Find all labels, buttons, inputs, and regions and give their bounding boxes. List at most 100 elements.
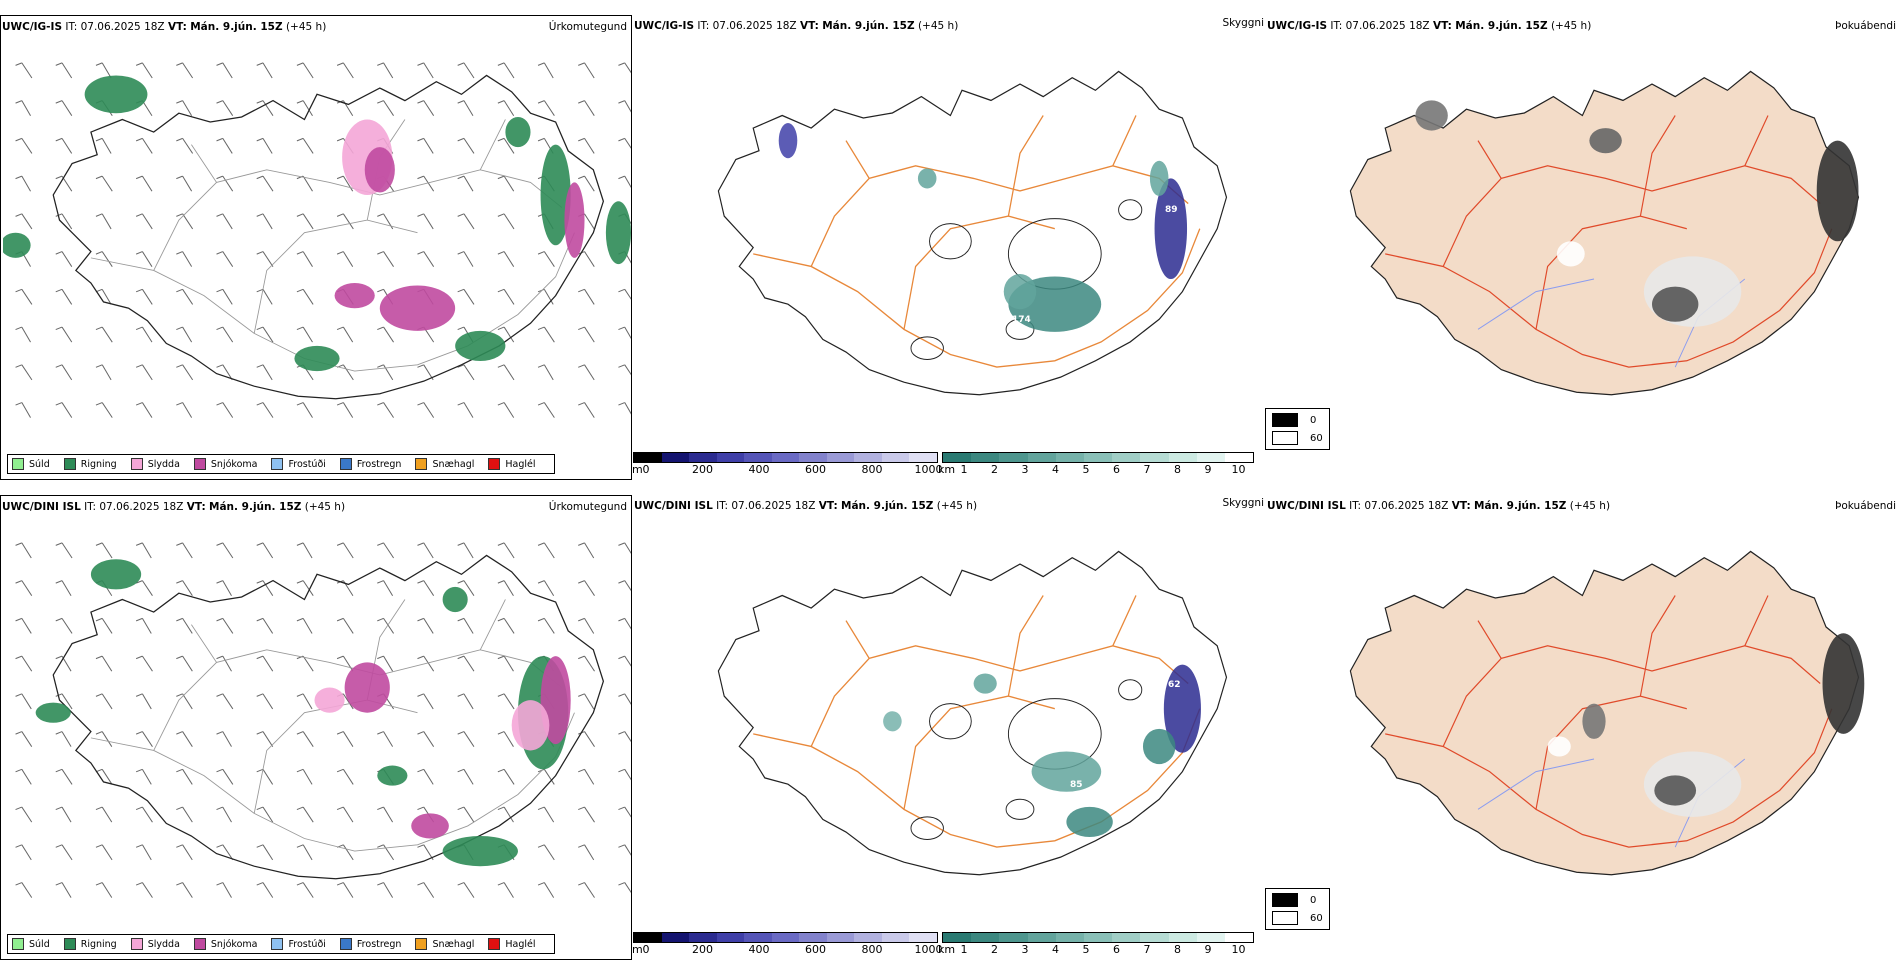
panel-title-visibility: Skyggni xyxy=(1222,17,1265,29)
legend-swatch xyxy=(63,938,76,950)
vt-label: VT: xyxy=(799,20,819,32)
fog-legend-label: 60 xyxy=(1310,432,1323,444)
vis-map xyxy=(717,70,1228,396)
legend-swatch xyxy=(63,458,76,470)
visibility-tick: 10 xyxy=(1231,463,1246,476)
vt-label: VT: xyxy=(1451,500,1471,512)
legend-item: Slydda xyxy=(130,458,180,470)
it-label: IT: xyxy=(1330,20,1343,32)
visibility-tick: 7 xyxy=(1143,463,1151,476)
vis-map xyxy=(717,550,1228,876)
ceiling-tick: 0 xyxy=(642,463,650,476)
legend-swatch xyxy=(415,938,428,950)
legend-label: Haglél xyxy=(505,938,536,950)
vis-map-label: 53 xyxy=(1045,800,1058,810)
legend-label: Slydda xyxy=(147,938,180,950)
header-precip: UWC/DINI ISL IT: 07.06.2025 18Z VT: Mán.… xyxy=(2,501,345,513)
fog-legend-label: 0 xyxy=(1310,414,1317,426)
it-value: 07.06.2025 18Z xyxy=(80,21,165,33)
ceiling-tick: 200 xyxy=(692,463,713,476)
vis-map-label: 63 xyxy=(990,290,1003,300)
it-label: IT: xyxy=(716,500,729,512)
legend-item: Rigning xyxy=(63,458,117,470)
ceiling-tick: 1000 xyxy=(914,463,943,476)
visibility-tick: 1 xyxy=(960,463,968,476)
lead-time: (+45 h) xyxy=(1550,20,1592,32)
header-fog: UWC/IG-IS IT: 07.06.2025 18Z VT: Mán. 9.… xyxy=(1267,20,1591,32)
ceiling-tick: 400 xyxy=(748,463,770,476)
legend-label: Snæhagl xyxy=(432,458,475,470)
legend-item: Snæhagl xyxy=(415,458,474,470)
legend-swatch xyxy=(415,458,428,470)
vt-label: VT: xyxy=(167,21,187,33)
legend-item: Súld xyxy=(12,458,50,470)
ceiling-unit: m xyxy=(632,463,643,476)
vt-value: Mán. 9.jún. 15Z xyxy=(1455,20,1548,32)
fog-legend-item: 0 xyxy=(1272,413,1323,427)
legend-swatch xyxy=(339,458,352,470)
legend-swatch xyxy=(488,458,501,470)
legend-item: Snjókoma xyxy=(193,938,258,950)
legend-item: Frostregn xyxy=(339,458,401,470)
legend-swatch xyxy=(193,458,206,470)
precip-map xyxy=(3,62,631,418)
legend-swatch xyxy=(193,938,206,950)
vis-map-label: 53 xyxy=(1148,275,1161,285)
visibility-colorbar xyxy=(942,932,1254,943)
visibility-panel-1: UWC/DINI ISL IT: 07.06.2025 18Z VT: Mán.… xyxy=(632,495,1264,960)
legend-label: Súld xyxy=(29,938,50,950)
fog-legend-label: 60 xyxy=(1310,912,1323,924)
panel-title-precip: Úrkomutegund xyxy=(548,21,627,33)
visibility-tick: 8 xyxy=(1174,463,1181,476)
visibility-tick: 5 xyxy=(1082,463,1090,476)
legend-label: Snjókoma xyxy=(210,458,258,470)
fog-legend-item: 60 xyxy=(1272,431,1323,445)
lead-time: (+45 h) xyxy=(304,501,346,513)
model-name: UWC/DINI ISL xyxy=(2,501,81,513)
legend-label: Frostúði xyxy=(288,938,326,950)
vt-value: Mán. 9.jún. 15Z xyxy=(822,20,915,32)
fog-legend: 0 60 xyxy=(1265,888,1330,930)
panel-title-fog: Þokuábendi xyxy=(1835,20,1896,32)
header-vis: UWC/DINI ISL IT: 07.06.2025 18Z VT: Mán.… xyxy=(634,500,977,512)
fog-legend-label: 0 xyxy=(1310,894,1317,906)
ceiling-tick: 800 xyxy=(861,463,883,476)
lead-time: (+45 h) xyxy=(1569,500,1611,512)
visibility-tick: 3 xyxy=(1021,463,1029,476)
precip-legend: Súld Rigning Slydda Snjókoma Frostúði Frostre… xyxy=(7,454,555,474)
panel-title-precip: Úrkomutegund xyxy=(548,501,627,513)
vis-map-label: 80 xyxy=(1135,720,1148,730)
legend-label: Snjókoma xyxy=(210,938,258,950)
it-label: IT: xyxy=(697,20,710,32)
visibility-ticks: km 1 2 3 4 5 6 7 8 9 10 xyxy=(938,943,1254,957)
ceiling-colorbar xyxy=(633,452,938,463)
fog-legend: 0 60 xyxy=(1265,408,1330,450)
legend-label: Rigning xyxy=(80,458,117,470)
vt-value: Mán. 9.jún. 15Z xyxy=(1474,500,1567,512)
vis-map-label: 89 xyxy=(1165,205,1178,215)
fog-panel-1: UWC/DINI ISL IT: 07.06.2025 18Z VT: Mán.… xyxy=(1264,495,1900,960)
panel-title-visibility: Skyggni xyxy=(1222,497,1265,509)
fog-panel-0: UWC/IG-IS IT: 07.06.2025 18Z VT: Mán. 9.… xyxy=(1264,15,1900,480)
fog-map xyxy=(1349,550,1865,876)
legend-item: Frostúði xyxy=(271,938,326,950)
vt-label: VT: xyxy=(186,501,206,513)
model-name: UWC/IG-IS xyxy=(1267,20,1328,32)
legend-swatch xyxy=(12,458,24,470)
fog-swatch xyxy=(1272,413,1298,427)
legend-label: Haglél xyxy=(505,458,536,470)
visibility-colorbar xyxy=(942,452,1254,463)
visibility-ticks: km 1 2 3 4 5 6 7 8 9 10 xyxy=(938,463,1254,477)
it-value: 07.06.2025 18Z xyxy=(99,501,184,513)
header-precip: UWC/IG-IS IT: 07.06.2025 18Z VT: Mán. 9.… xyxy=(2,21,326,33)
legend-item: Snjókoma xyxy=(193,458,258,470)
vt-value: Mán. 9.jún. 15Z xyxy=(190,21,283,33)
vis-map-label: 87 xyxy=(1110,305,1123,315)
lead-time: (+45 h) xyxy=(285,21,327,33)
model-name: UWC/DINI ISL xyxy=(1267,500,1346,512)
legend-label: Frostúði xyxy=(288,458,326,470)
vis-map-label: 174 xyxy=(1012,315,1031,325)
legend-label: Rigning xyxy=(80,938,117,950)
lead-time: (+45 h) xyxy=(936,500,978,512)
legend-item: Haglél xyxy=(488,458,536,470)
